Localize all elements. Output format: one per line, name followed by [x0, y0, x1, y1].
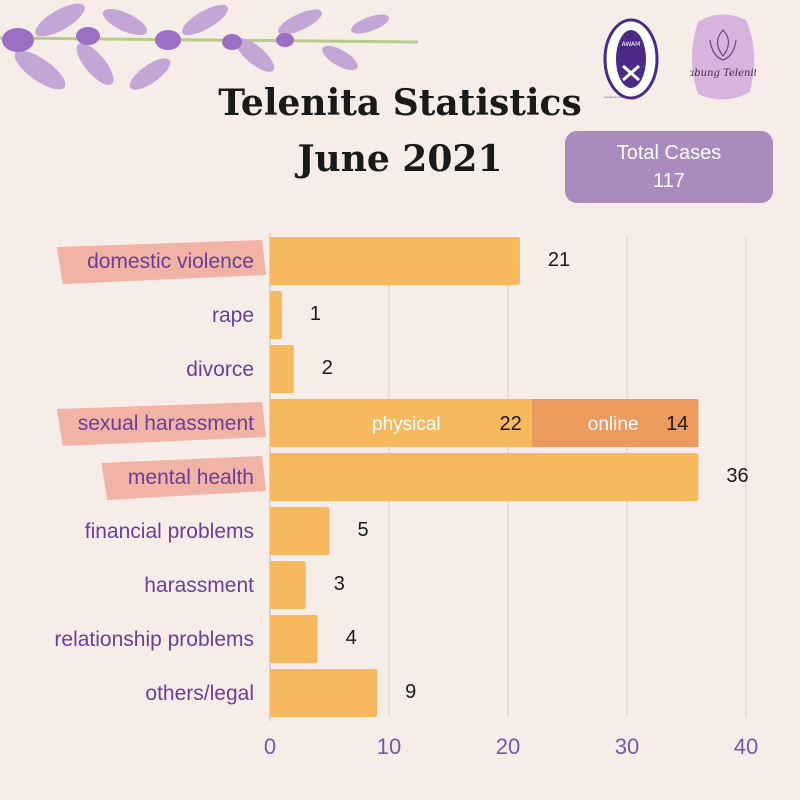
- bar-value-label: 36: [726, 465, 748, 487]
- category-label: domestic violence: [87, 250, 254, 273]
- label-highlight: [101, 456, 266, 500]
- category-label: divorce: [186, 358, 254, 381]
- x-tick-label: 20: [496, 734, 520, 759]
- label-highlight: [56, 240, 266, 284]
- bar: [270, 615, 318, 663]
- segment-label-physical: physical: [372, 414, 441, 435]
- bar: [270, 453, 699, 501]
- x-tick-label: 0: [264, 734, 276, 759]
- category-label: harassment: [144, 574, 254, 597]
- bar: [270, 561, 306, 609]
- category-label: relationship problems: [54, 628, 254, 651]
- x-tick-label: 10: [377, 734, 401, 759]
- label-highlight: [56, 402, 266, 446]
- x-tick-label: 30: [615, 734, 639, 759]
- total-cases-box: Total Cases 117: [565, 131, 773, 203]
- bar: [270, 237, 520, 285]
- bar-value-label: 4: [346, 627, 357, 649]
- category-label: sexual harassment: [78, 412, 254, 435]
- awam-logo-ring-text: ALL WOMEN'S ACTION SOCIETY: [604, 96, 628, 99]
- bar-value-label: 1: [310, 303, 321, 325]
- bar-value-label: 21: [548, 249, 570, 271]
- tabung-telenita-logo: Tabung Telenita: [690, 14, 756, 100]
- awam-logo-text: AWAM: [622, 41, 641, 48]
- bar-segment-physical: [270, 399, 532, 447]
- chart-title-line2: June 2021: [297, 138, 503, 180]
- bar: [270, 345, 294, 393]
- bar: [270, 507, 330, 555]
- bar-value-label: 3: [334, 573, 345, 595]
- category-label: others/legal: [145, 682, 254, 705]
- bar-value-label: 9: [405, 681, 416, 703]
- segment-value-online: 14: [666, 413, 688, 435]
- tabung-telenita-logo-text: Tabung Telenita: [690, 68, 756, 79]
- category-label: financial problems: [85, 520, 254, 543]
- bar-value-label: 5: [358, 519, 369, 541]
- segment-value-physical: 22: [500, 413, 522, 435]
- bar-value-label: 2: [322, 357, 333, 379]
- bar: [270, 669, 378, 717]
- lavender-decoration: [0, 3, 419, 90]
- bar-segment-online: [531, 399, 699, 447]
- bar: [270, 291, 282, 339]
- total-cases-label: Total Cases: [616, 142, 722, 164]
- category-label: rape: [212, 304, 254, 327]
- awam-logo: AWAM ALL WOMEN'S ACTION SOCIETY: [603, 18, 659, 100]
- x-tick-label: 40: [734, 734, 758, 759]
- segment-label-online: online: [588, 414, 639, 435]
- chart-title-line1: Telenita Statistics: [218, 82, 582, 124]
- category-label: mental health: [128, 466, 254, 489]
- total-cases-value: 117: [653, 170, 685, 192]
